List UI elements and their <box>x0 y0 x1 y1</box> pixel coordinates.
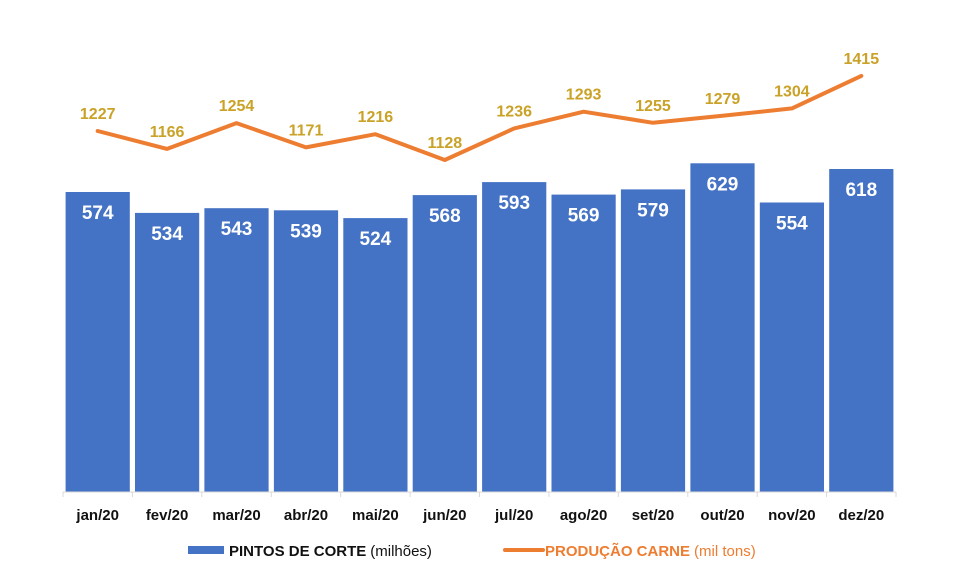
bar-data-labels: 574 534 543 539 524 568 593 569 579 629 554 618 <box>82 174 877 250</box>
x-tick-label: out/20 <box>700 507 744 524</box>
line-value-label: 1128 <box>427 135 462 152</box>
x-axis-ticks <box>62 492 897 497</box>
bar-value-label: 554 <box>776 214 808 235</box>
legend-series-name: PRODUÇÃO CARNE <box>545 542 690 560</box>
bar <box>620 189 686 492</box>
bar <box>551 194 616 492</box>
line-data-labels: 1227 1166 1254 1171 1216 1128 1236 1293 1255 1279… <box>80 51 879 152</box>
legend-entry-pintos-de-corte: PINTOS DE CORTE (milhões) <box>229 543 432 560</box>
x-tick-label: dez/20 <box>838 507 884 524</box>
bar <box>829 169 894 492</box>
line-value-label: 1279 <box>705 91 741 108</box>
line-value-label: 1254 <box>219 98 255 115</box>
bar-value-label: 618 <box>845 180 877 201</box>
x-tick-label: mai/20 <box>352 507 399 524</box>
legend: PINTOS DE CORTE (milhões) PRODUÇÃO CARNE(… <box>188 542 756 560</box>
bar <box>482 182 547 492</box>
bar-value-label: 568 <box>429 206 461 227</box>
line-value-label: 1304 <box>774 83 810 100</box>
bar-series <box>65 163 894 493</box>
x-tick-label: ago/20 <box>560 507 608 524</box>
x-tick-label: nov/20 <box>768 507 816 524</box>
bar-value-label: 579 <box>637 200 669 221</box>
bar-value-label: 543 <box>221 219 253 240</box>
line-value-label: 1216 <box>358 109 394 126</box>
bar <box>690 163 755 493</box>
bar-value-label: 629 <box>707 174 739 195</box>
bar-value-label: 539 <box>290 221 322 242</box>
bar-value-label: 569 <box>568 206 600 227</box>
bar <box>273 210 339 493</box>
line-value-label: 1171 <box>289 122 324 139</box>
bar-value-label: 524 <box>360 229 392 250</box>
line-value-label: 1415 <box>844 51 880 68</box>
bar <box>65 192 130 492</box>
legend-swatch-pintos-de-corte <box>188 546 224 554</box>
line-value-label: 1255 <box>635 98 671 115</box>
x-tick-label: jun/20 <box>422 507 466 524</box>
x-tick-label: fev/20 <box>146 507 189 524</box>
bar <box>135 212 200 492</box>
bar <box>204 208 269 492</box>
legend-series-name: PINTOS DE CORTE <box>229 543 366 560</box>
line-value-label: 1227 <box>80 106 116 123</box>
legend-entry-producao-carne: PRODUÇÃO CARNE (mil tons) <box>545 542 756 560</box>
x-tick-label: jan/20 <box>75 507 119 524</box>
bar-value-label: 534 <box>151 224 183 245</box>
bar <box>412 195 477 492</box>
bar-value-label: 593 <box>498 193 530 214</box>
x-tick-label: mar/20 <box>212 507 260 524</box>
line-value-label: 1293 <box>566 87 602 104</box>
x-axis-tick-labels: jan/20 fev/20 mar/20 abr/20 mai/20 jun/20 jul/… <box>75 507 884 524</box>
line-value-label: 1236 <box>496 103 532 120</box>
bar-value-label: 574 <box>82 203 114 224</box>
legend-series-unit: (mil tons) <box>694 543 756 560</box>
bar <box>343 218 408 492</box>
x-tick-label: abr/20 <box>284 507 328 524</box>
line-series-producao-carne <box>95 73 864 162</box>
legend-series-unit: (milhões) <box>370 543 432 560</box>
x-tick-label: jul/20 <box>494 507 533 524</box>
x-tick-label: set/20 <box>632 507 675 524</box>
bar <box>759 202 824 492</box>
line-value-label: 1166 <box>150 124 185 141</box>
